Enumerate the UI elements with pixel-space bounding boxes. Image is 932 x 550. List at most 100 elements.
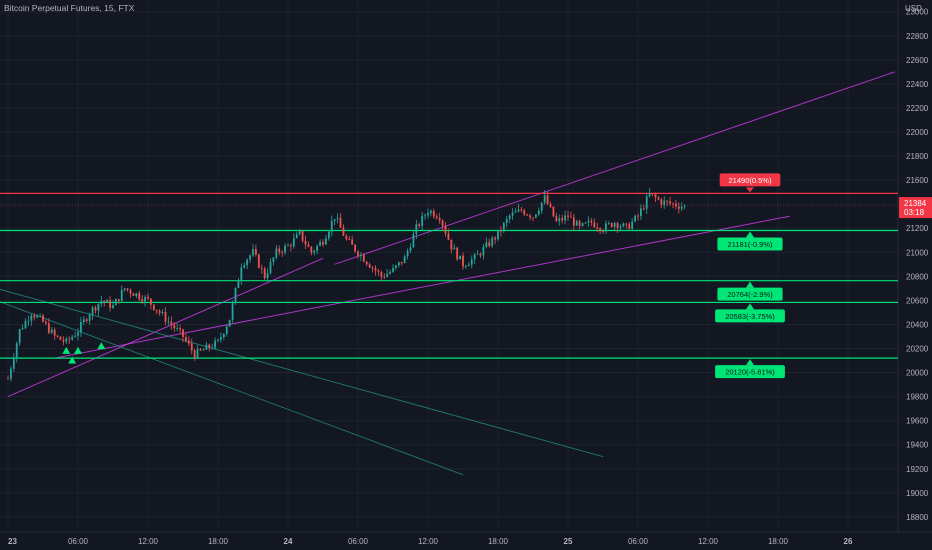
x-tick-label: 18:00 bbox=[488, 537, 509, 546]
candle-down bbox=[672, 202, 674, 209]
candle-body bbox=[123, 288, 126, 291]
candle-body bbox=[10, 368, 12, 379]
candle-up bbox=[39, 313, 41, 318]
candle-body bbox=[648, 193, 651, 197]
candle-body bbox=[30, 315, 33, 321]
candle-up bbox=[275, 245, 278, 260]
candle-down bbox=[675, 199, 677, 210]
candle-body bbox=[263, 268, 266, 279]
candle-body bbox=[120, 290, 123, 301]
candle-body bbox=[578, 221, 581, 226]
candle-down bbox=[263, 266, 266, 280]
candle-down bbox=[572, 214, 575, 231]
candle-up bbox=[511, 208, 514, 220]
y-tick-label: 20600 bbox=[906, 296, 929, 305]
candle-up bbox=[21, 324, 24, 330]
candle-up bbox=[330, 215, 333, 237]
candle-body bbox=[535, 214, 537, 218]
candle-body bbox=[59, 336, 62, 340]
candle-down bbox=[488, 238, 491, 248]
candle-down bbox=[68, 336, 71, 345]
candle-body bbox=[637, 215, 639, 217]
candle-up bbox=[619, 224, 622, 232]
candle-up bbox=[680, 202, 683, 212]
tag-box bbox=[717, 237, 783, 251]
candle-down bbox=[546, 191, 549, 205]
y-tick-label: 21200 bbox=[906, 224, 929, 233]
candle-body bbox=[383, 276, 386, 278]
candle-down bbox=[657, 195, 660, 201]
candle-down bbox=[42, 313, 44, 323]
candle-body bbox=[231, 302, 234, 320]
candle-body bbox=[307, 244, 310, 247]
candle-up bbox=[645, 192, 648, 214]
candle-down bbox=[348, 235, 351, 241]
candle-body bbox=[514, 211, 517, 213]
candle-up bbox=[406, 248, 409, 260]
candle-up bbox=[115, 298, 117, 306]
candle-body bbox=[287, 245, 289, 247]
candle-up bbox=[424, 213, 426, 221]
candle-down bbox=[374, 265, 377, 276]
candle-body bbox=[526, 214, 529, 216]
candle-body bbox=[50, 329, 53, 333]
candle-down bbox=[479, 252, 482, 259]
candle-up bbox=[222, 333, 225, 340]
candle-down bbox=[456, 246, 459, 261]
level-tag: 21181(-0.9%) bbox=[717, 231, 783, 251]
candle-body bbox=[182, 329, 184, 337]
candle-body bbox=[12, 358, 15, 369]
candle-down bbox=[301, 230, 304, 243]
candle-body bbox=[555, 216, 558, 222]
candle-down bbox=[529, 213, 531, 221]
candle-body bbox=[292, 238, 295, 247]
candle-body bbox=[444, 225, 447, 234]
candle-up bbox=[135, 292, 138, 299]
candle-body bbox=[199, 348, 202, 351]
candle-body bbox=[435, 216, 438, 219]
candle-body bbox=[255, 249, 257, 255]
candle-body bbox=[117, 299, 120, 301]
tag-box bbox=[719, 173, 781, 187]
candle-up bbox=[581, 222, 584, 227]
candle-up bbox=[214, 337, 216, 350]
candle-body bbox=[380, 271, 383, 277]
candle-down bbox=[444, 221, 447, 237]
candle-body bbox=[240, 267, 243, 281]
candle-body bbox=[625, 223, 628, 225]
y-tick-label: 22200 bbox=[906, 104, 929, 113]
y-tick-label: 22400 bbox=[906, 80, 929, 89]
candle-up bbox=[476, 250, 479, 255]
candle-down bbox=[141, 295, 144, 304]
candle-up bbox=[537, 207, 540, 217]
candle-up bbox=[558, 214, 561, 226]
candle-body bbox=[313, 250, 316, 253]
candle-up bbox=[587, 216, 590, 228]
candle-up bbox=[514, 208, 517, 213]
candle-down bbox=[164, 307, 167, 326]
signal-marker-icon bbox=[68, 356, 77, 364]
candle-body bbox=[377, 270, 380, 272]
level-tag: 20120(-5.81%) bbox=[715, 359, 785, 379]
candle-up bbox=[540, 202, 543, 214]
candle-body bbox=[476, 253, 479, 255]
candle-body bbox=[246, 259, 249, 266]
candle-body bbox=[675, 203, 677, 207]
candle-body bbox=[441, 220, 444, 226]
candle-body bbox=[275, 248, 278, 258]
candle-body bbox=[532, 217, 534, 219]
candle-up bbox=[80, 316, 82, 338]
y-tick-label: 20400 bbox=[906, 320, 929, 329]
candle-body bbox=[590, 220, 593, 223]
candle-body bbox=[523, 210, 526, 215]
candle-body bbox=[561, 218, 564, 221]
candle-body bbox=[71, 336, 74, 340]
candle-body bbox=[438, 218, 441, 221]
candle-down bbox=[599, 227, 601, 235]
candle-up bbox=[120, 285, 123, 302]
candle-body bbox=[447, 233, 450, 240]
level-tag: 20764(-2.9%) bbox=[717, 281, 783, 301]
candle-up bbox=[272, 256, 275, 266]
candle-body bbox=[225, 326, 228, 334]
